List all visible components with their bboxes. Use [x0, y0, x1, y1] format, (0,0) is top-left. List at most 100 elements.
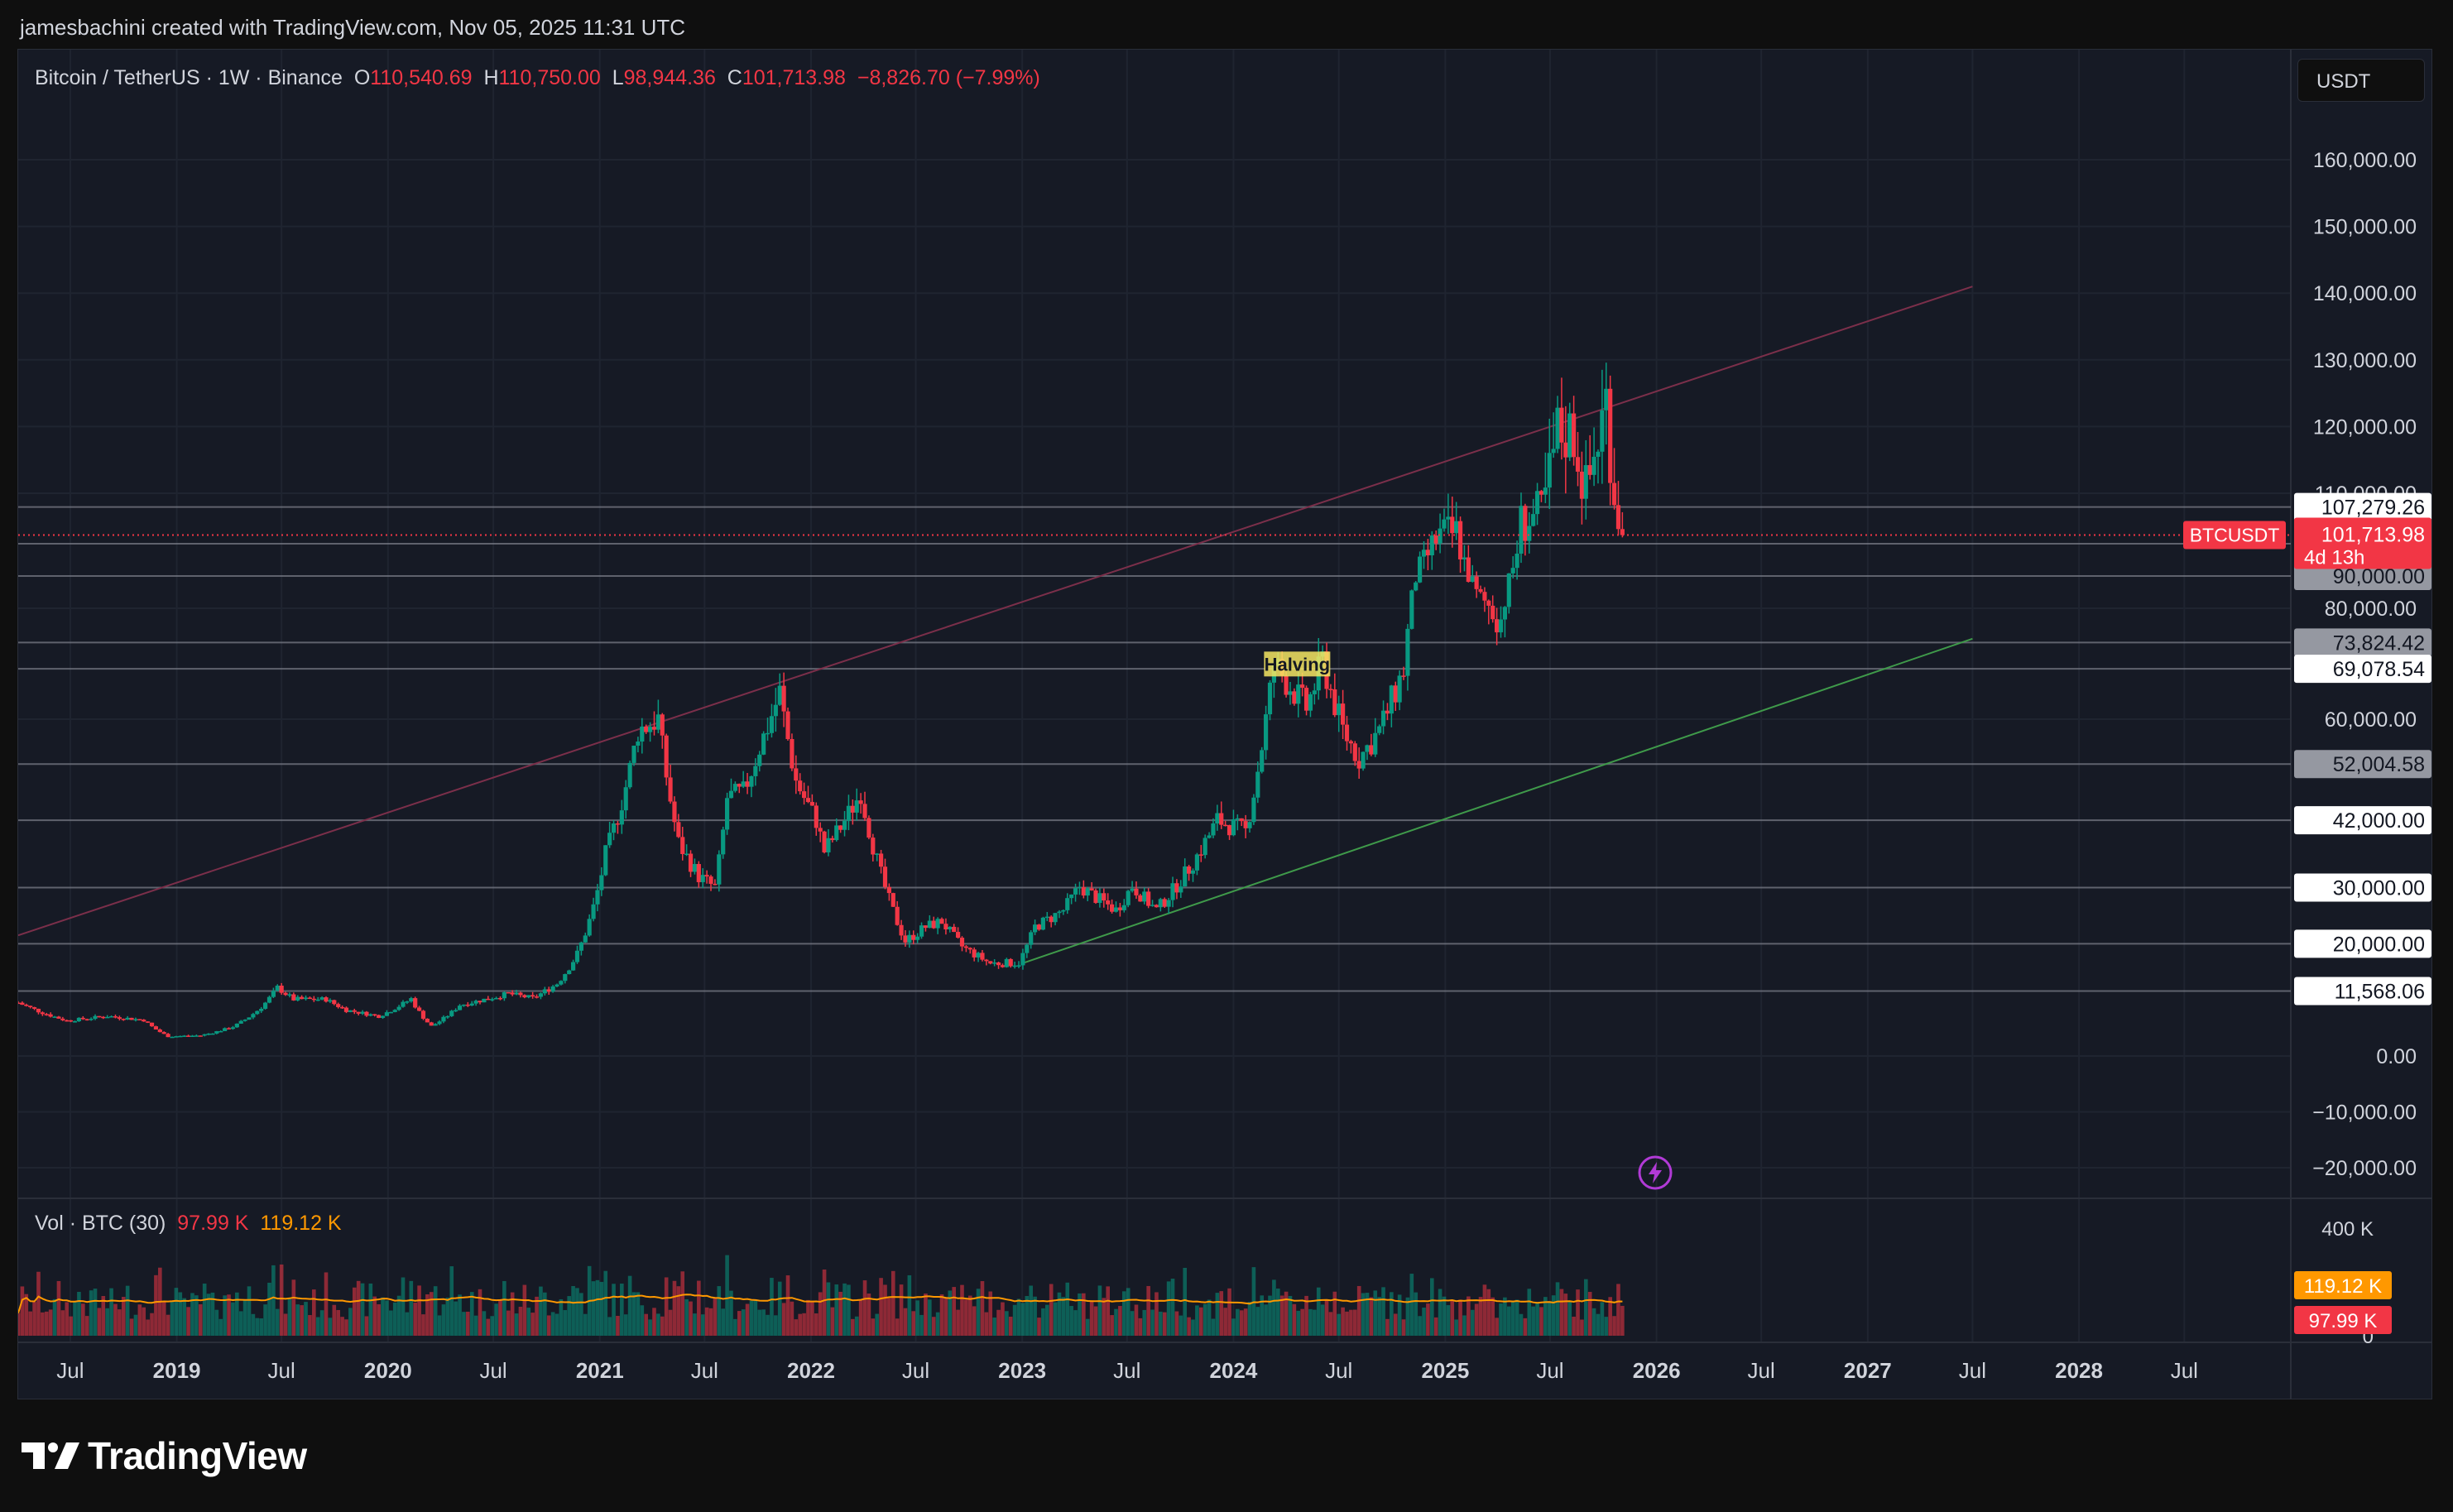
candle-body [1089, 888, 1094, 890]
volume-bar [1110, 1315, 1114, 1336]
volume-bar [943, 1297, 948, 1336]
candle-body [401, 1001, 406, 1007]
volume-bar [214, 1309, 219, 1336]
candle-body [223, 1028, 228, 1031]
volume-bar [1433, 1317, 1438, 1336]
volume-bar [186, 1307, 190, 1336]
currency-label: USDT [2316, 70, 2371, 93]
volume-bar [964, 1299, 968, 1336]
volume-bar [753, 1298, 758, 1336]
candle-body [1219, 813, 1224, 825]
tradingview-logo[interactable]: TradingView [22, 1431, 307, 1481]
chart-canvas[interactable]: 160,000.00 150,000.00 140,000.00 130,000.00… [18, 50, 2432, 1399]
volume-bar [1442, 1296, 1447, 1336]
candle-body [578, 942, 583, 951]
volume-bar [405, 1312, 410, 1336]
candle-body [518, 992, 523, 996]
volume-bar [1332, 1291, 1337, 1336]
candle-body [522, 995, 527, 998]
volume-bar [899, 1284, 904, 1336]
candle-body [1102, 893, 1106, 901]
candle-body [647, 727, 653, 732]
volume-bar [1296, 1310, 1301, 1336]
candle-body [822, 831, 827, 852]
volume-bar [52, 1298, 57, 1336]
price-level-tag-label: 52,004.58 [2333, 753, 2425, 776]
volume-bar [1486, 1289, 1491, 1336]
candle-body [238, 1020, 243, 1024]
candle-body [1065, 898, 1070, 910]
volume-bar [364, 1316, 369, 1336]
volume-bar [1053, 1302, 1058, 1336]
candle-body [903, 935, 908, 943]
volume-bar [190, 1293, 194, 1336]
candle-body [1462, 557, 1467, 559]
candle-body [886, 886, 891, 894]
candle-body [595, 890, 600, 905]
candle-body [890, 893, 895, 907]
candle-body [328, 1000, 333, 1002]
candle-body [214, 1031, 219, 1034]
currency-selector[interactable]: USDT [2297, 59, 2425, 102]
volume-bar [988, 1291, 993, 1336]
volume-label[interactable]: Vol · BTC (30) [35, 1212, 166, 1235]
volume-bar [469, 1292, 474, 1336]
chart-frame[interactable]: 160,000.00 150,000.00 140,000.00 130,000.00… [17, 49, 2432, 1399]
candle-body [478, 1001, 482, 1003]
candle-body [790, 739, 794, 769]
volume-bar [810, 1300, 814, 1336]
volume-bar [1470, 1309, 1475, 1336]
candle-body [307, 997, 313, 999]
price-tick-label: 140,000.00 [2313, 282, 2417, 305]
candle-body [1150, 905, 1155, 906]
volume-bar [137, 1304, 142, 1336]
volume-bar [1049, 1284, 1054, 1336]
volume-bar [717, 1286, 722, 1336]
candle-body [574, 950, 580, 962]
candle-body [1097, 893, 1102, 903]
volume-bar [1506, 1306, 1511, 1336]
volume-bar [36, 1271, 41, 1336]
candle-body [1482, 592, 1487, 601]
symbol-title[interactable]: Bitcoin / TetherUS · 1W · Binance [35, 66, 343, 89]
volume-bar [887, 1298, 891, 1336]
candle-body [708, 876, 713, 884]
volume-bar [1438, 1289, 1443, 1336]
candle-body [251, 1014, 256, 1018]
candle-body [611, 823, 617, 833]
volume-bar [794, 1319, 799, 1336]
candle-body [218, 1030, 223, 1033]
volume-bar [1515, 1299, 1519, 1336]
volume-bar [539, 1286, 543, 1336]
volume-bar [1604, 1317, 1609, 1336]
volume-bar [992, 1318, 996, 1336]
volume-bar [745, 1303, 750, 1336]
candle-body [129, 1017, 134, 1020]
lightning-icon[interactable] [1638, 1155, 1673, 1190]
volume-bar [1078, 1293, 1082, 1336]
volume-bar [506, 1310, 511, 1336]
volume-bar [466, 1311, 470, 1336]
open-value: 110,540.69 [370, 66, 473, 89]
volume-bar [1211, 1318, 1216, 1336]
volume-bar [1044, 1304, 1049, 1336]
candle-body [931, 920, 936, 929]
candle-body [287, 994, 292, 996]
candle-body [1211, 823, 1216, 836]
volume-bar [454, 1301, 458, 1336]
volume-value-tag-label: 97.99 K [2309, 1310, 2378, 1332]
candle-body [664, 735, 669, 778]
volume-bar [1491, 1297, 1495, 1336]
volume-bar [295, 1304, 300, 1336]
volume-bar [741, 1309, 746, 1336]
candle-body [680, 837, 685, 854]
volume-bar [623, 1314, 628, 1336]
volume-bar [684, 1298, 689, 1336]
candle-body [153, 1026, 159, 1030]
candle-body [1308, 694, 1313, 711]
candle-body [1421, 550, 1427, 557]
volume-bar [1535, 1303, 1539, 1336]
high-value: 110,750.00 [498, 66, 601, 89]
candle-body [749, 775, 754, 787]
time-tick-label: Jul [1959, 1358, 1986, 1383]
